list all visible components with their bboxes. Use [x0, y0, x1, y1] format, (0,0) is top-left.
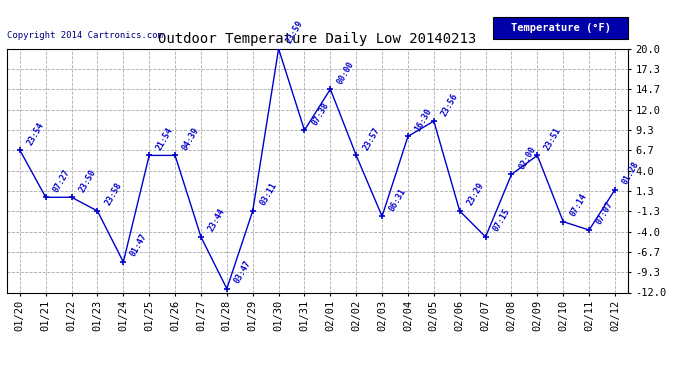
Text: 04:39: 04:39: [181, 126, 201, 152]
Text: 03:11: 03:11: [258, 181, 279, 207]
Text: 07:14: 07:14: [569, 192, 589, 218]
Text: 23:56: 23:56: [440, 92, 460, 117]
Text: 07:15: 07:15: [491, 207, 511, 233]
Text: 00:00: 00:00: [336, 59, 356, 86]
Text: 21:54: 21:54: [155, 126, 175, 152]
Text: 23:44: 23:44: [206, 207, 227, 233]
Text: 23:50: 23:50: [77, 168, 97, 194]
Text: 23:57: 23:57: [362, 126, 382, 152]
Text: 23:51: 23:51: [543, 126, 563, 152]
Text: 07:27: 07:27: [51, 168, 72, 194]
Text: 07:38: 07:38: [310, 100, 331, 127]
Text: 03:47: 03:47: [233, 259, 253, 285]
Text: 23:58: 23:58: [103, 181, 124, 207]
Title: Outdoor Temperature Daily Low 20140213: Outdoor Temperature Daily Low 20140213: [158, 32, 477, 46]
Text: Copyright 2014 Cartronics.com: Copyright 2014 Cartronics.com: [7, 30, 163, 39]
Text: Temperature (°F): Temperature (°F): [511, 23, 611, 33]
Text: 02:00: 02:00: [517, 145, 538, 171]
Text: 23:29: 23:29: [465, 181, 486, 207]
Text: 01:47: 01:47: [129, 232, 149, 258]
Text: 23:54: 23:54: [26, 120, 46, 147]
Text: 07:07: 07:07: [595, 200, 615, 226]
Text: 16:30: 16:30: [413, 106, 434, 133]
Text: 06:31: 06:31: [388, 187, 408, 213]
Text: 23:59: 23:59: [284, 19, 304, 45]
Text: 01:28: 01:28: [620, 160, 641, 186]
